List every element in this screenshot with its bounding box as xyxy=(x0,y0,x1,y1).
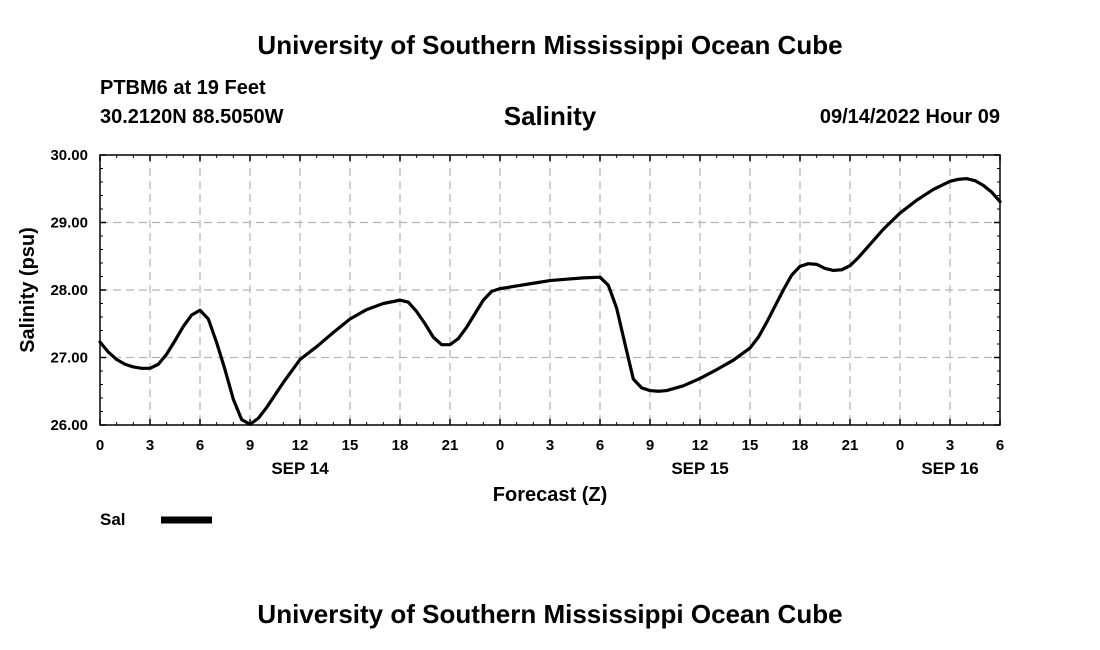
x-tick-label: 9 xyxy=(646,437,654,454)
x-tick-label: 0 xyxy=(496,437,504,454)
x-tick-label: 3 xyxy=(546,437,554,454)
series-layer xyxy=(98,177,1002,426)
station-label: PTBM6 at 19 Feet xyxy=(100,77,266,99)
legend-label-sal: Sal xyxy=(100,510,126,529)
x-tick-label: 0 xyxy=(896,437,904,454)
y-tick-label: 30.00 xyxy=(50,147,88,164)
y-axis-label: Salinity (psu) xyxy=(17,227,39,353)
page-title: University of Southern Mississippi Ocean… xyxy=(257,30,843,60)
x-tick-label: 3 xyxy=(146,437,154,454)
x-date-label: SEP 16 xyxy=(921,459,978,478)
axes xyxy=(99,154,1001,426)
x-date-label: SEP 15 xyxy=(671,459,728,478)
x-date-label: SEP 14 xyxy=(271,459,329,478)
x-tick-label: 15 xyxy=(742,437,759,454)
x-tick-label: 6 xyxy=(196,437,204,454)
x-tick-label: 18 xyxy=(792,437,809,454)
grid xyxy=(100,155,1000,425)
x-axis-label: Forecast (Z) xyxy=(493,484,607,506)
y-tick-label: 28.00 xyxy=(50,282,88,299)
y-tick-label: 27.00 xyxy=(50,350,88,367)
x-tick-label: 18 xyxy=(392,437,409,454)
series-line-sal xyxy=(98,177,1002,426)
footer-title: University of Southern Mississippi Ocean… xyxy=(257,599,843,629)
x-tick-label: 0 xyxy=(96,437,104,454)
x-tick-label: 15 xyxy=(342,437,359,454)
chart-title: Salinity xyxy=(503,101,597,131)
station-coordinates: 30.2120N 88.5050W xyxy=(100,106,284,128)
x-tick-label: 9 xyxy=(246,437,254,454)
x-tick-label: 6 xyxy=(596,437,604,454)
x-tick-label: 12 xyxy=(692,437,709,454)
legend: Sal xyxy=(100,510,212,529)
y-tick-label: 29.00 xyxy=(50,215,88,232)
x-tick-label: 12 xyxy=(292,437,309,454)
tick-labels: 0 3 6 9 12 15 18 21 0 3 6 9 12 15 18 21 0 3 6 SEP 14 SEP 15 S… xyxy=(50,147,1004,478)
x-tick-label: 6 xyxy=(996,437,1004,454)
forecast-timestamp: 09/14/2022 Hour 09 xyxy=(819,106,1000,128)
x-tick-label: 21 xyxy=(442,437,459,454)
y-tick-label: 26.00 xyxy=(50,417,88,434)
x-tick-label: 3 xyxy=(946,437,954,454)
x-tick-label: 21 xyxy=(842,437,859,454)
